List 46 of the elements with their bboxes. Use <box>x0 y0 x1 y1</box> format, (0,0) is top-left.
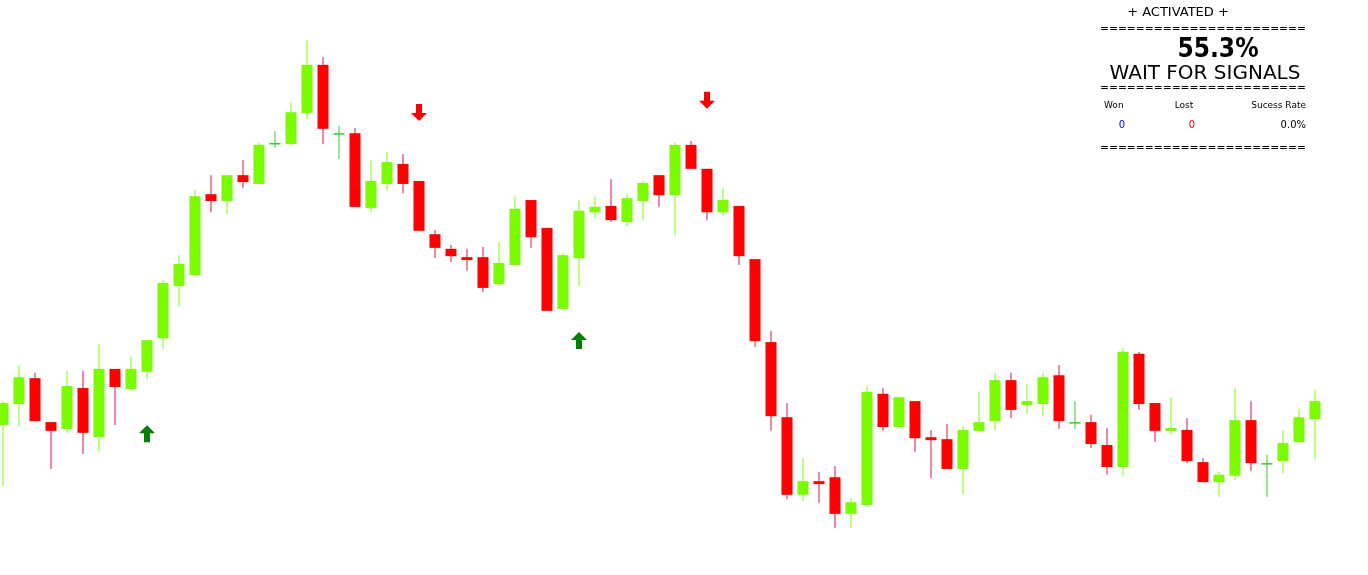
candlestick <box>813 471 825 504</box>
candlestick <box>493 241 505 287</box>
annotation: 0 <box>1188 119 1196 130</box>
candlestick <box>205 174 217 213</box>
candlestick <box>637 180 649 221</box>
candlestick <box>1069 400 1081 430</box>
candlestick <box>653 174 665 208</box>
annotation: Sucess Rate <box>1251 100 1307 110</box>
annotation: 55.3% <box>1177 33 1259 63</box>
candlestick <box>461 248 473 272</box>
annotation: 0 <box>1118 119 1126 130</box>
candlestick <box>1085 414 1097 449</box>
candlestick <box>1277 429 1289 474</box>
candlestick <box>1261 454 1273 498</box>
annotation: ======================= <box>1100 81 1312 94</box>
candlestick <box>589 195 601 219</box>
candlestick <box>925 429 937 479</box>
text: ======================= <box>1100 22 1312 35</box>
candlestick <box>125 355 137 392</box>
candlestick <box>973 391 985 432</box>
annotation: Lost <box>1174 100 1194 110</box>
candlestick <box>621 193 633 228</box>
candlestick <box>845 497 857 529</box>
annotation: WAIT FOR SIGNALS <box>1109 60 1301 84</box>
candlestick <box>333 125 345 160</box>
candlestick <box>685 140 697 170</box>
candlestick <box>397 153 409 194</box>
candlestick <box>1021 383 1033 415</box>
candlestick <box>717 187 729 217</box>
annotation: ======================= <box>1100 141 1312 154</box>
candlestick <box>45 421 57 470</box>
candlestick <box>429 229 441 259</box>
candlestick <box>1309 389 1321 460</box>
candlestick <box>381 151 393 192</box>
candlestick <box>1165 396 1177 436</box>
candlestick <box>173 254 185 308</box>
candlestick <box>1101 427 1113 476</box>
candlestick <box>237 159 249 189</box>
candlestick <box>605 178 617 223</box>
annotation: 0.0% <box>1280 119 1306 130</box>
annotation: Won <box>1104 100 1124 110</box>
candlestick <box>1213 471 1225 498</box>
candlestick <box>109 368 121 426</box>
text: + ACTIVATED + <box>1127 4 1229 19</box>
candlestick <box>445 244 457 263</box>
candlestick <box>797 457 809 502</box>
